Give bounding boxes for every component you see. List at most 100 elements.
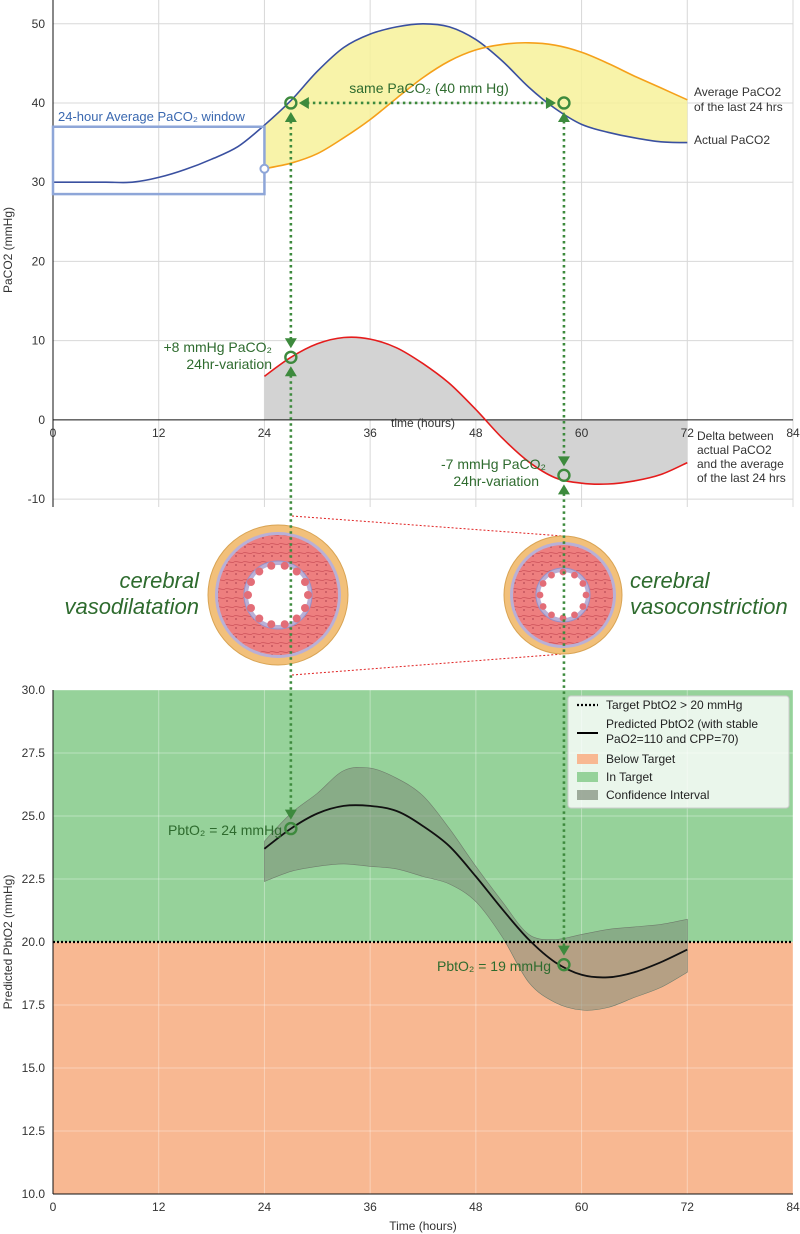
actual-series-label: Actual PaCO2 (694, 133, 770, 147)
bottom-x-axis-label: Time (hours) (389, 1219, 457, 1233)
same-paco2-arrow-left (298, 96, 309, 109)
highlight-marker (557, 957, 571, 972)
bottom-chart: 0 12 24 36 48 60 72 84 10.0 12.5 15.0 17.5 20.0 22.5 2… (1, 683, 800, 1233)
bottom-y-tick: 30.0 (22, 683, 46, 697)
bottom-y-tick: 10.0 (22, 1187, 46, 1201)
bottom-x-tick: 36 (363, 1200, 377, 1214)
legend-below-label: Below Target (606, 752, 676, 766)
legend: Target PbtO2 > 20 mmHg Predicted PbtO2 (… (567, 695, 790, 809)
predicted-pbto2-line (263, 804, 688, 979)
top-ticks: 0 12 24 36 48 60 72 84 -10 0 10 20 30 40 50 (28, 17, 800, 506)
lumen-fold (244, 591, 252, 599)
lumen-fold (301, 604, 309, 612)
delta-line (263, 336, 688, 486)
average-series-label-1: Average PaCO2 (694, 85, 781, 99)
same-paco2-label: same PaCO₂ (40 mm Hg) (349, 80, 508, 96)
lumen-fold (292, 567, 301, 576)
top-x-tick: 36 (363, 426, 377, 440)
dilated-vessel-icon (207, 524, 349, 666)
window-end-marker (259, 163, 270, 174)
lumen-fold (255, 614, 264, 623)
left-arrow-head-4 (284, 809, 297, 820)
vasoconstriction-label-2: vasoconstriction (630, 594, 788, 619)
bottom-y-tick: 27.5 (22, 746, 46, 760)
lumen-fold (267, 561, 276, 570)
top-y-tick: -10 (28, 492, 46, 506)
lumen-fold (579, 603, 587, 610)
bottom-x-tick: 12 (152, 1200, 166, 1214)
legend-ci-label: Confidence Interval (606, 788, 709, 802)
top-y-tick: 10 (32, 334, 46, 348)
right-arrow-head-4 (557, 945, 570, 956)
delta-label-3: and the average (697, 457, 784, 471)
constricted-vessel-icon (503, 535, 623, 655)
highlight-marker (557, 468, 571, 483)
top-x-tick: 12 (152, 426, 166, 440)
lumen-fold (571, 611, 578, 619)
highlight-marker (284, 350, 298, 364)
top-chart: 0 12 24 36 48 60 72 84 -10 0 10 20 30 40 50 24-hour Av… (1, 0, 800, 507)
bottom-x-tick: 48 (469, 1200, 483, 1214)
right-arrow-head-3 (557, 484, 570, 495)
top-x-tick: 72 (681, 426, 695, 440)
vasoconstriction-label-1: cerebral (630, 568, 711, 593)
pbto2-19-label: PbtO₂ = 19 mmHg (437, 958, 551, 974)
delta-label-4: of the last 24 hrs (697, 471, 786, 485)
annotations (284, 96, 571, 972)
top-x-tick: 24 (258, 426, 272, 440)
left-arrow-head-3 (284, 366, 297, 377)
top-x-tick: 0 (50, 426, 57, 440)
delta-label-1: Delta between (697, 429, 774, 443)
right-arrow-head-2 (557, 456, 570, 467)
top-y-tick: 0 (38, 413, 45, 427)
bottom-x-tick: 60 (575, 1200, 589, 1214)
bottom-y-tick: 20.0 (22, 935, 46, 949)
top-y-tick: 20 (32, 254, 46, 268)
below-target-region (53, 942, 793, 1194)
paco2-difference-band (264, 23, 688, 169)
delta-label-2: actual PaCO2 (697, 443, 772, 457)
top-y-tick: 40 (32, 96, 46, 110)
minus7-label-2: 24hr-variation (453, 473, 539, 489)
legend-below-swatch (577, 754, 598, 764)
bottom-y-tick: 22.5 (22, 872, 46, 886)
bottom-y-tick: 17.5 (22, 998, 46, 1012)
bottom-y-tick: 12.5 (22, 1124, 46, 1138)
minus7-label-1: -7 mmHg PaCO₂ (441, 456, 546, 472)
top-y-tick: 30 (32, 175, 46, 189)
bottom-y-tick: 15.0 (22, 1061, 46, 1075)
legend-target-label: Target PbtO2 > 20 mmHg (606, 698, 742, 712)
lumen-fold (280, 561, 289, 570)
top-x-tick: 48 (469, 426, 483, 440)
highlight-marker (557, 96, 571, 110)
plus8-label-1: +8 mmHg PaCO₂ (163, 339, 272, 355)
lumen-fold (548, 611, 555, 619)
actual-paco2-line (52, 22, 688, 184)
top-x-axis-label: time (hours) (391, 416, 455, 430)
bottom-ticks: 0 12 24 36 48 60 72 84 10.0 12.5 15.0 17.5 20.0 22.5 2… (22, 683, 800, 1214)
top-x-tick: 60 (575, 426, 589, 440)
highlight-marker (284, 96, 298, 110)
lumen-fold (539, 603, 547, 610)
lumen-fold (247, 578, 255, 586)
legend-predicted-label-1: Predicted PbtO2 (with stable (606, 717, 758, 731)
legend-predicted-label-2: PaO2=110 and CPP=70) (606, 732, 739, 746)
vessels: cerebral vasodilatation cerebral vasocon… (64, 515, 788, 676)
lumen-fold (539, 580, 547, 587)
lumen-fold (292, 614, 301, 623)
average-series-label-2: of the last 24 hrs (694, 100, 783, 114)
average-paco2-line (264, 41, 688, 170)
legend-box (567, 695, 790, 809)
bottom-x-tick: 72 (681, 1200, 695, 1214)
lumen-fold (255, 567, 264, 576)
legend-ci-swatch (577, 790, 598, 800)
pbto2-24-label: PbtO₂ = 24 mmHg (168, 822, 282, 838)
bottom-grid (52, 689, 794, 1195)
lumen-fold (280, 620, 289, 629)
bottom-x-tick: 0 (50, 1200, 57, 1214)
lumen-fold (571, 571, 578, 579)
bottom-x-tick: 24 (258, 1200, 272, 1214)
vasodilatation-label-2: vasodilatation (64, 594, 199, 619)
vasodilatation-label-1: cerebral (120, 568, 201, 593)
